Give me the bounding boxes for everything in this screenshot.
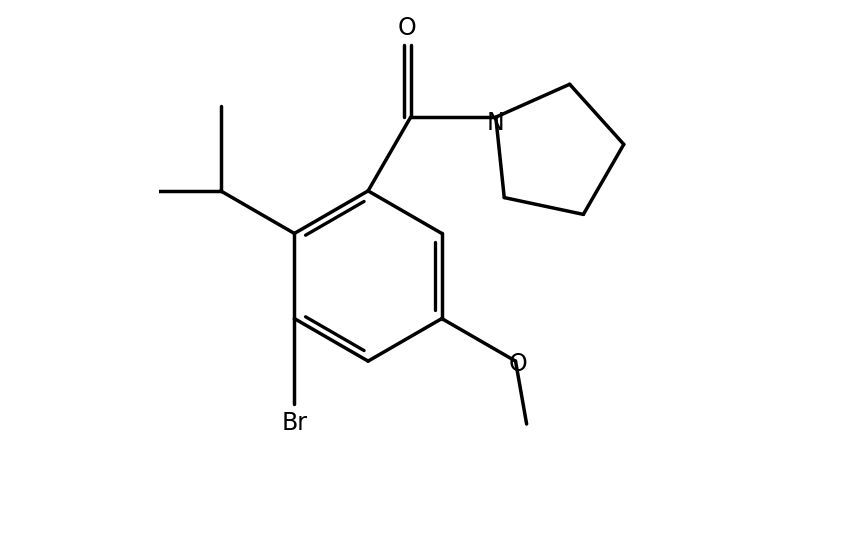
- Text: O: O: [509, 352, 528, 376]
- Text: O: O: [398, 17, 417, 40]
- Text: N: N: [487, 110, 504, 135]
- Text: Br: Br: [281, 411, 307, 435]
